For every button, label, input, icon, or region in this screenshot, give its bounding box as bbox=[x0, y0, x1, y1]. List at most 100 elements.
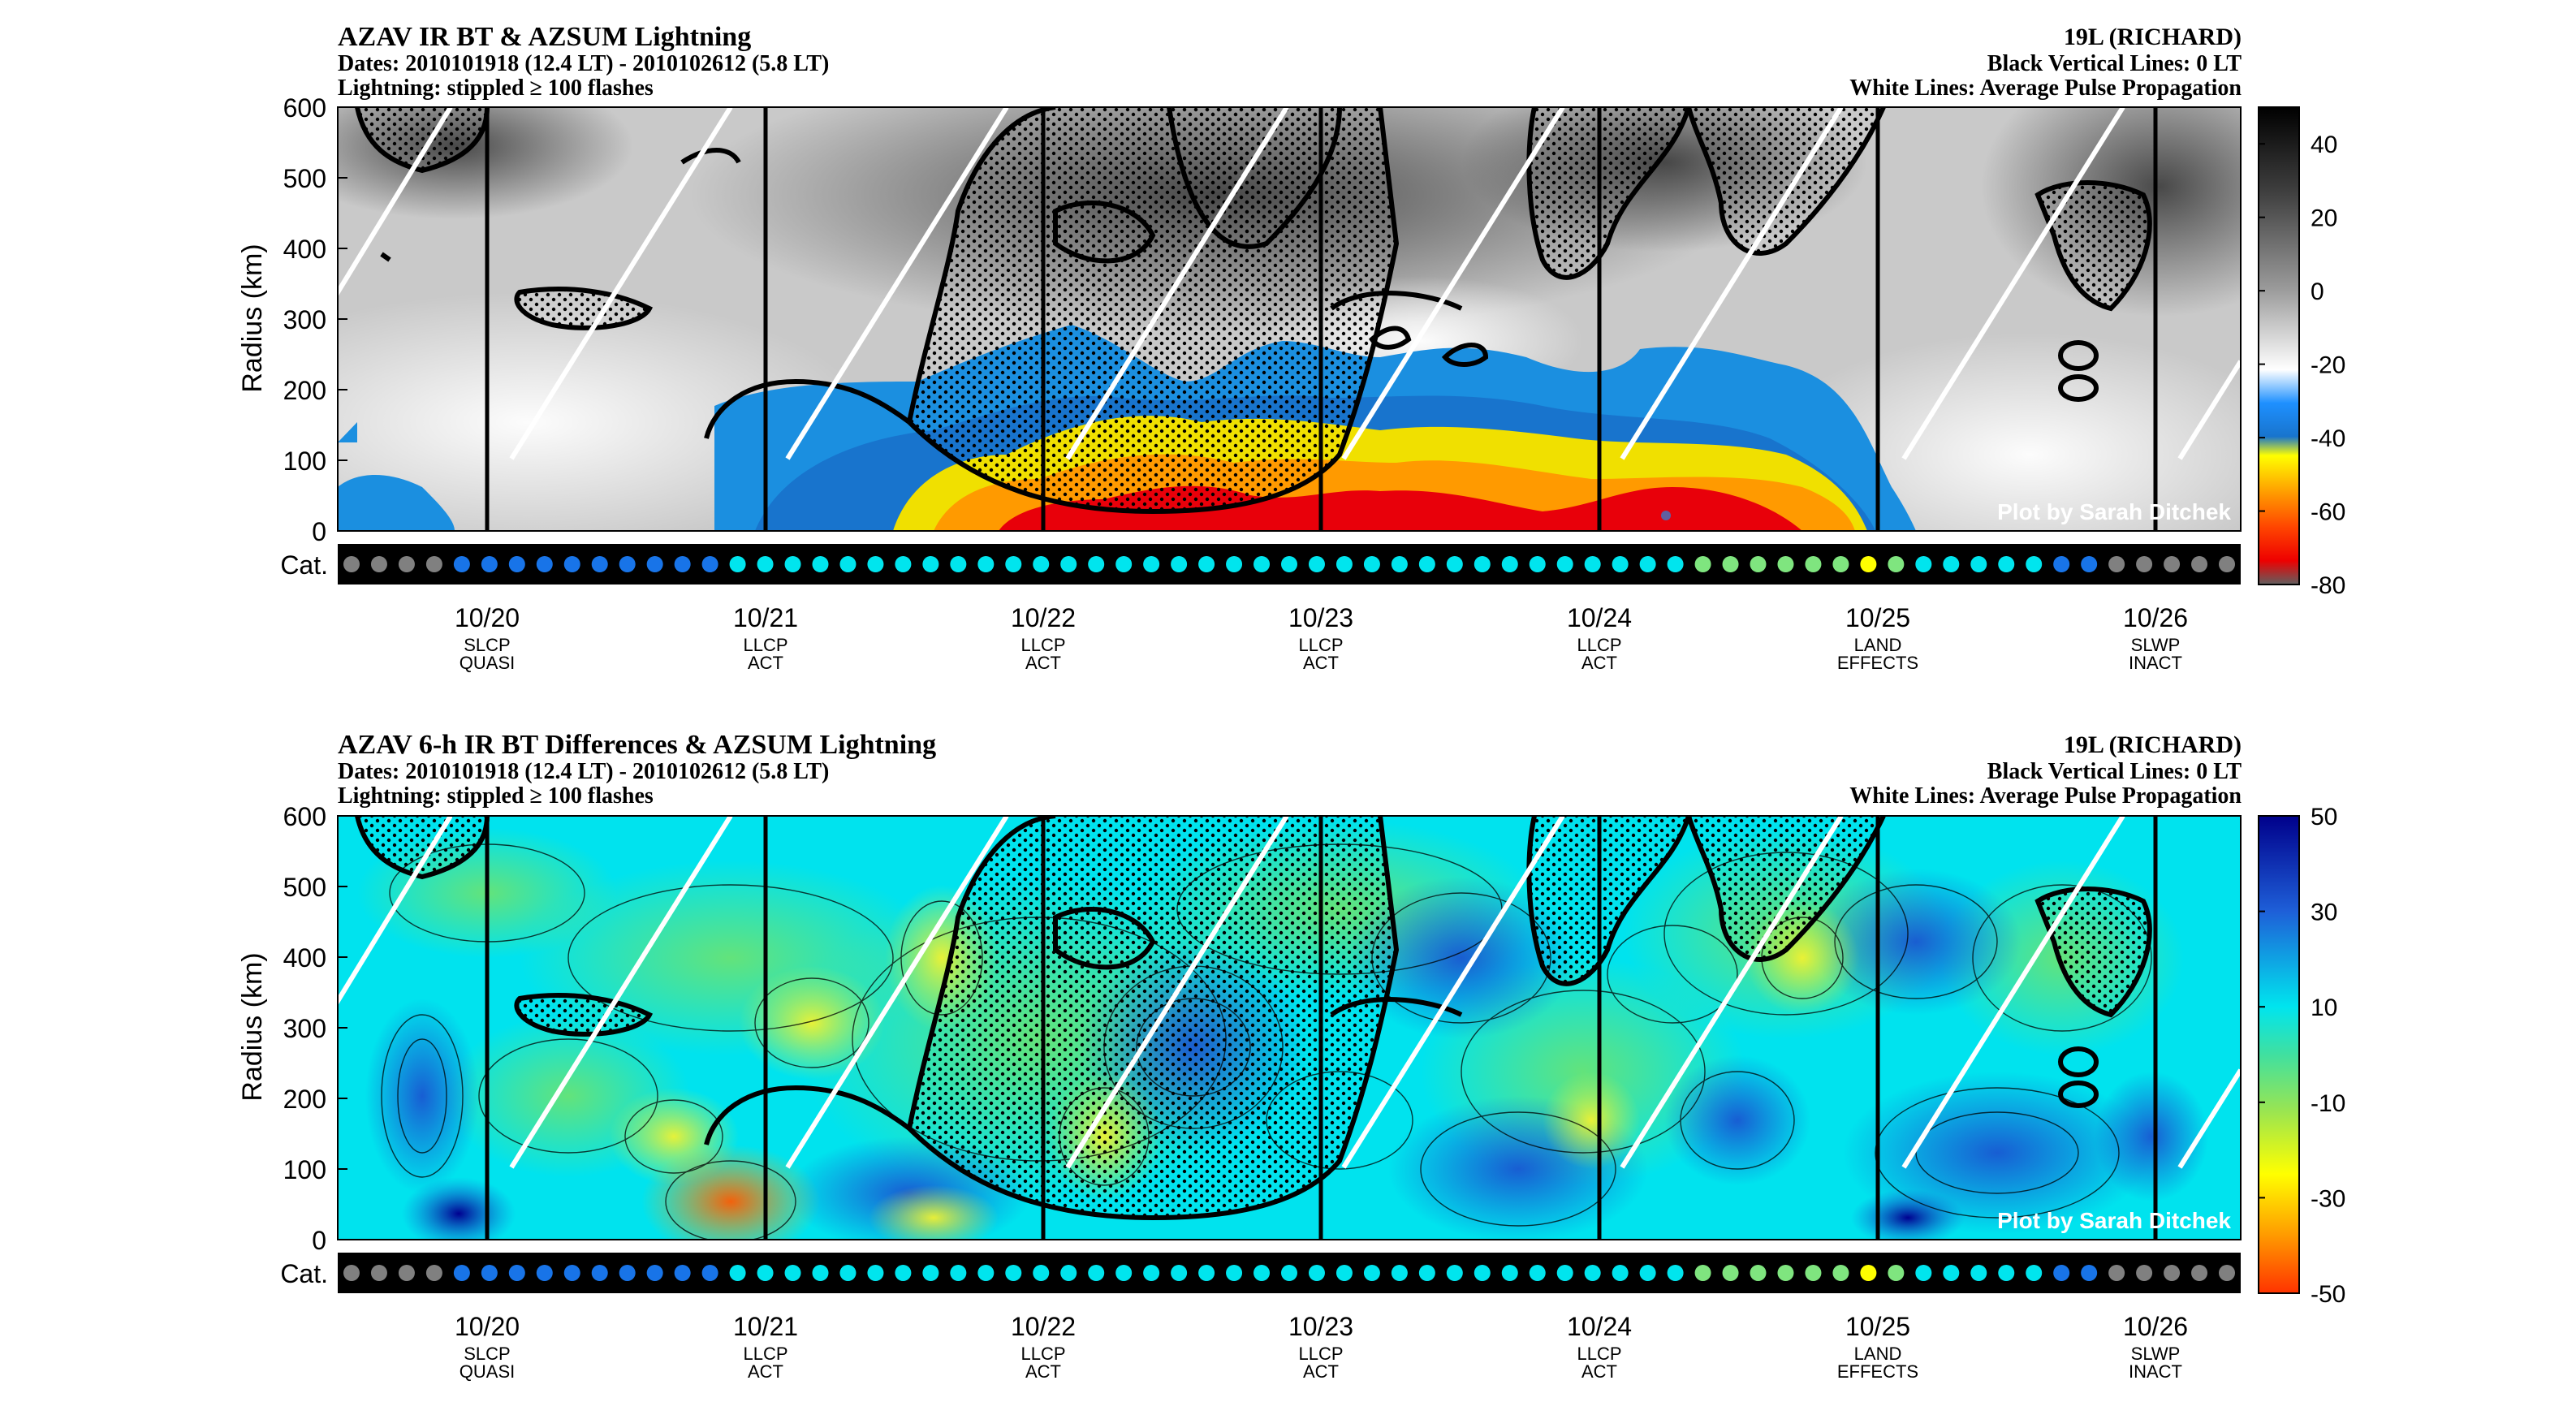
category-dot bbox=[1639, 556, 1656, 572]
y-tick-label: 300 bbox=[283, 305, 326, 334]
colorbar-tick-label: -50 bbox=[2311, 1281, 2345, 1308]
panel-2-lightning-stipple bbox=[516, 995, 649, 1034]
x-regime-label: LLCP bbox=[1298, 635, 1343, 655]
x-date-label: 10/20 bbox=[455, 1312, 520, 1341]
x-regime-label: LLCP bbox=[743, 635, 787, 655]
category-dot bbox=[1391, 556, 1408, 572]
category-dot bbox=[1253, 1265, 1271, 1281]
panel-2-black-lines-note: Black Vertical Lines: 0 LT bbox=[1987, 759, 2242, 784]
category-dot bbox=[1033, 1265, 1050, 1281]
panel-2-lightning-stipple bbox=[909, 816, 1396, 1218]
category-dot bbox=[1171, 556, 1188, 572]
x-regime-sublabel: ACT bbox=[1025, 1361, 1061, 1382]
category-dot bbox=[757, 1265, 774, 1281]
y-tick-label: 0 bbox=[312, 517, 326, 546]
panel-1-x-axis: 10/20SLCPQUASI10/21LLCPACT10/22LLCPACT10… bbox=[455, 603, 2188, 673]
category-dot bbox=[1970, 1265, 1987, 1281]
x-date-label: 10/24 bbox=[1567, 1312, 1632, 1341]
panel-2-navy-region bbox=[1851, 1189, 1965, 1240]
panel-2-storm: 19L (RICHARD) bbox=[2063, 731, 2242, 758]
x-regime-sublabel: QUASI bbox=[460, 1361, 515, 1382]
category-dot bbox=[895, 1265, 912, 1281]
category-dot bbox=[1335, 556, 1353, 572]
colorbar-tick-label: 10 bbox=[2311, 994, 2337, 1021]
panel-2-title-block: AZAV 6-h IR BT Differences & AZSUM Light… bbox=[338, 731, 936, 809]
category-dot bbox=[2081, 556, 2098, 572]
x-regime-label: LAND bbox=[1854, 1344, 1902, 1364]
category-dot bbox=[2108, 1265, 2125, 1281]
category-dot bbox=[1998, 556, 2015, 572]
category-dot bbox=[398, 1265, 415, 1281]
panel-1-category-label: Cat. bbox=[280, 550, 328, 580]
colorbar-tick-label: 30 bbox=[2311, 899, 2337, 926]
category-dot bbox=[1501, 556, 1518, 572]
category-dot bbox=[1612, 1265, 1629, 1281]
category-dot bbox=[1667, 556, 1684, 572]
panel-2-orange-region bbox=[641, 1145, 820, 1240]
category-dot bbox=[2219, 556, 2236, 572]
category-dot bbox=[1391, 1265, 1408, 1281]
panel-1-title-block: AZAV IR BT & AZSUM Lightning Dates: 2010… bbox=[338, 23, 829, 101]
x-date-label: 10/25 bbox=[1845, 603, 1910, 632]
category-dot bbox=[1143, 556, 1160, 572]
y-tick-label: 300 bbox=[283, 1014, 326, 1043]
x-regime-sublabel: INACT bbox=[2129, 1361, 2182, 1382]
panel-2-blue-region bbox=[2095, 1072, 2208, 1201]
category-dot bbox=[729, 1265, 746, 1281]
category-dot bbox=[2026, 1265, 2043, 1281]
category-dot bbox=[922, 1265, 939, 1281]
colorbar-tick-label: 50 bbox=[2311, 804, 2337, 830]
category-dot bbox=[646, 556, 663, 572]
x-regime-sublabel: ACT bbox=[748, 653, 783, 673]
category-dot bbox=[1722, 1265, 1739, 1281]
x-date-label: 10/26 bbox=[2123, 1312, 2188, 1341]
category-dot bbox=[343, 1265, 360, 1281]
category-dot bbox=[1805, 1265, 1822, 1281]
category-dot bbox=[812, 556, 829, 572]
category-dot bbox=[481, 556, 498, 572]
category-dot bbox=[922, 556, 939, 572]
category-dot bbox=[839, 1265, 857, 1281]
x-regime-label: SLWP bbox=[2131, 635, 2181, 655]
panel-1-pulse-lines bbox=[338, 107, 2241, 460]
category-dot bbox=[398, 556, 415, 572]
category-dot bbox=[757, 556, 774, 572]
category-dot bbox=[508, 556, 525, 572]
category-dot bbox=[1750, 1265, 1767, 1281]
category-dot bbox=[784, 556, 801, 572]
category-dot bbox=[1005, 1265, 1022, 1281]
panel-1-colorbar-ticks: 40 20 0 -20 -40 -60 -80 bbox=[2259, 132, 2345, 599]
category-dot bbox=[1943, 1265, 1960, 1281]
category-dot bbox=[2136, 556, 2153, 572]
panel-2-category-dots bbox=[343, 1265, 2236, 1281]
category-dot bbox=[2053, 1265, 2070, 1281]
category-dot bbox=[1694, 1265, 1711, 1281]
category-dot bbox=[1253, 556, 1271, 572]
colorbar-tick-label: -80 bbox=[2311, 572, 2345, 599]
x-regime-sublabel: INACT bbox=[2129, 653, 2182, 673]
panel-1-lightning-stipple bbox=[1529, 107, 1689, 278]
x-date-label: 10/21 bbox=[733, 1312, 798, 1341]
category-dot bbox=[1943, 556, 1960, 572]
category-dot bbox=[977, 556, 995, 572]
panel-2-colorbar bbox=[2258, 815, 2300, 1294]
panel-2-pulse-lines bbox=[338, 816, 2241, 1169]
category-dot bbox=[839, 556, 857, 572]
category-dot bbox=[1612, 556, 1629, 572]
category-dot bbox=[1088, 1265, 1105, 1281]
x-regime-label: LAND bbox=[1854, 635, 1902, 655]
x-regime-label: LLCP bbox=[743, 1344, 787, 1364]
category-dot bbox=[1308, 556, 1325, 572]
category-dot bbox=[646, 1265, 663, 1281]
panel-1-colorbar bbox=[2258, 106, 2300, 585]
category-dot bbox=[1998, 1265, 2015, 1281]
category-dot bbox=[1446, 1265, 1463, 1281]
category-dot bbox=[1171, 1265, 1188, 1281]
panel-1-cold-shield-blue bbox=[338, 475, 455, 531]
panel-1-y-axis: 0 100 200 300 400 500 600 bbox=[283, 93, 347, 546]
category-dot bbox=[1474, 556, 1491, 572]
category-dot bbox=[1639, 1265, 1656, 1281]
panel-1-core-speck bbox=[1661, 511, 1671, 520]
y-tick-label: 0 bbox=[312, 1226, 326, 1255]
